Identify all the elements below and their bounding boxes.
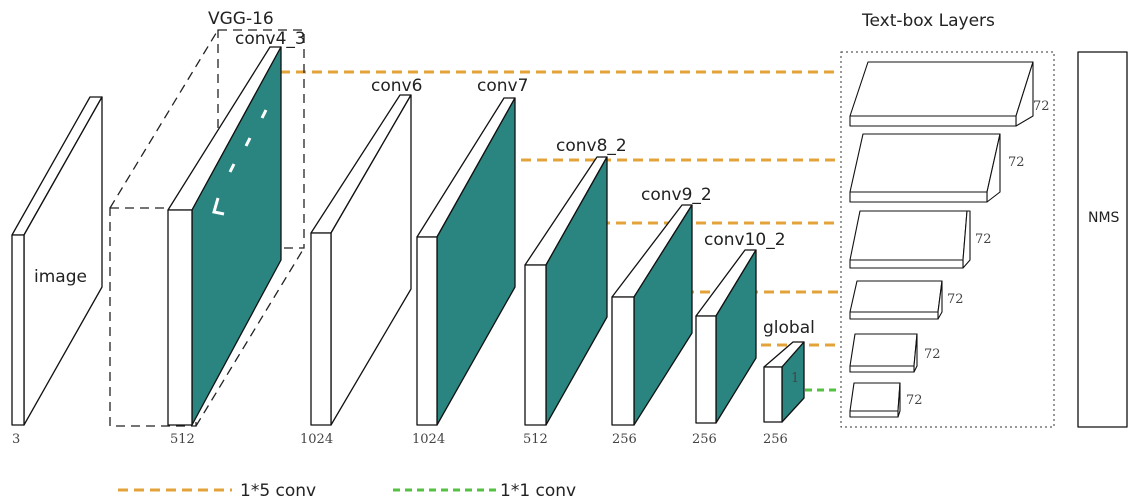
textbox-5-channel-count: 72 (924, 347, 941, 362)
conv9_2-layer (611, 204, 693, 426)
conv8_2-layer (524, 156, 608, 426)
conv4_3-label: conv4_3 (235, 29, 306, 49)
legend-orange-label: 1*5 conv (240, 481, 316, 500)
global-layer (763, 341, 805, 423)
textbox-layer-5 (849, 333, 918, 373)
global-inner-label: 1 (791, 371, 799, 386)
conv10_2-channel-count: 256 (692, 432, 717, 447)
textbox-layers-label: Text-box Layers (861, 11, 995, 31)
conv6-layer (310, 94, 412, 426)
textbox-layer-2 (849, 133, 1001, 203)
textbox-3-channel-count: 72 (975, 232, 992, 247)
textbox-layer-3 (849, 210, 971, 269)
textbox-4-channel-count: 72 (947, 292, 964, 307)
nms-block (1077, 51, 1128, 428)
textbox-layer-1 (849, 61, 1034, 127)
conv4_3-layer (167, 46, 282, 426)
global-channel-count: 256 (763, 432, 788, 447)
conv6-label: conv6 (371, 76, 422, 96)
conv8_2-channel-count: 512 (523, 432, 548, 447)
textbox-layers-dotted-box (840, 51, 1055, 428)
conv4_3-channel-count: 512 (170, 432, 195, 447)
conv10_2-label: conv10_2 (704, 230, 786, 250)
conv9_2-label: conv9_2 (641, 185, 712, 205)
textbox-layer-6 (849, 382, 901, 418)
conv7-layer (416, 97, 516, 426)
nms-label: NMS (1088, 210, 1120, 226)
legend: 1*5 conv 1*1 conv (118, 481, 576, 500)
textbox-6-channel-count: 72 (906, 393, 923, 408)
conv10_2-layer (695, 249, 757, 424)
image-channel-count: 3 (12, 432, 20, 447)
conv9_2-channel-count: 256 (612, 432, 637, 447)
textbox-1-channel-count: 72 (1033, 99, 1050, 114)
image-layer (11, 96, 103, 426)
textbox-layer-4 (849, 280, 943, 320)
conv6-channel-count: 1024 (300, 432, 333, 447)
conv8_2-label: conv8_2 (556, 136, 627, 156)
textbox-2-channel-count: 72 (1008, 155, 1025, 170)
conv4_3-highlight-marks (212, 109, 268, 216)
conv7-channel-count: 1024 (412, 432, 445, 447)
conv7-label: conv7 (477, 76, 528, 96)
legend-green-label: 1*1 conv (500, 481, 576, 500)
image-label: image (34, 267, 87, 287)
vgg16-label: VGG-16 (208, 9, 274, 29)
global-label: global (763, 318, 815, 338)
